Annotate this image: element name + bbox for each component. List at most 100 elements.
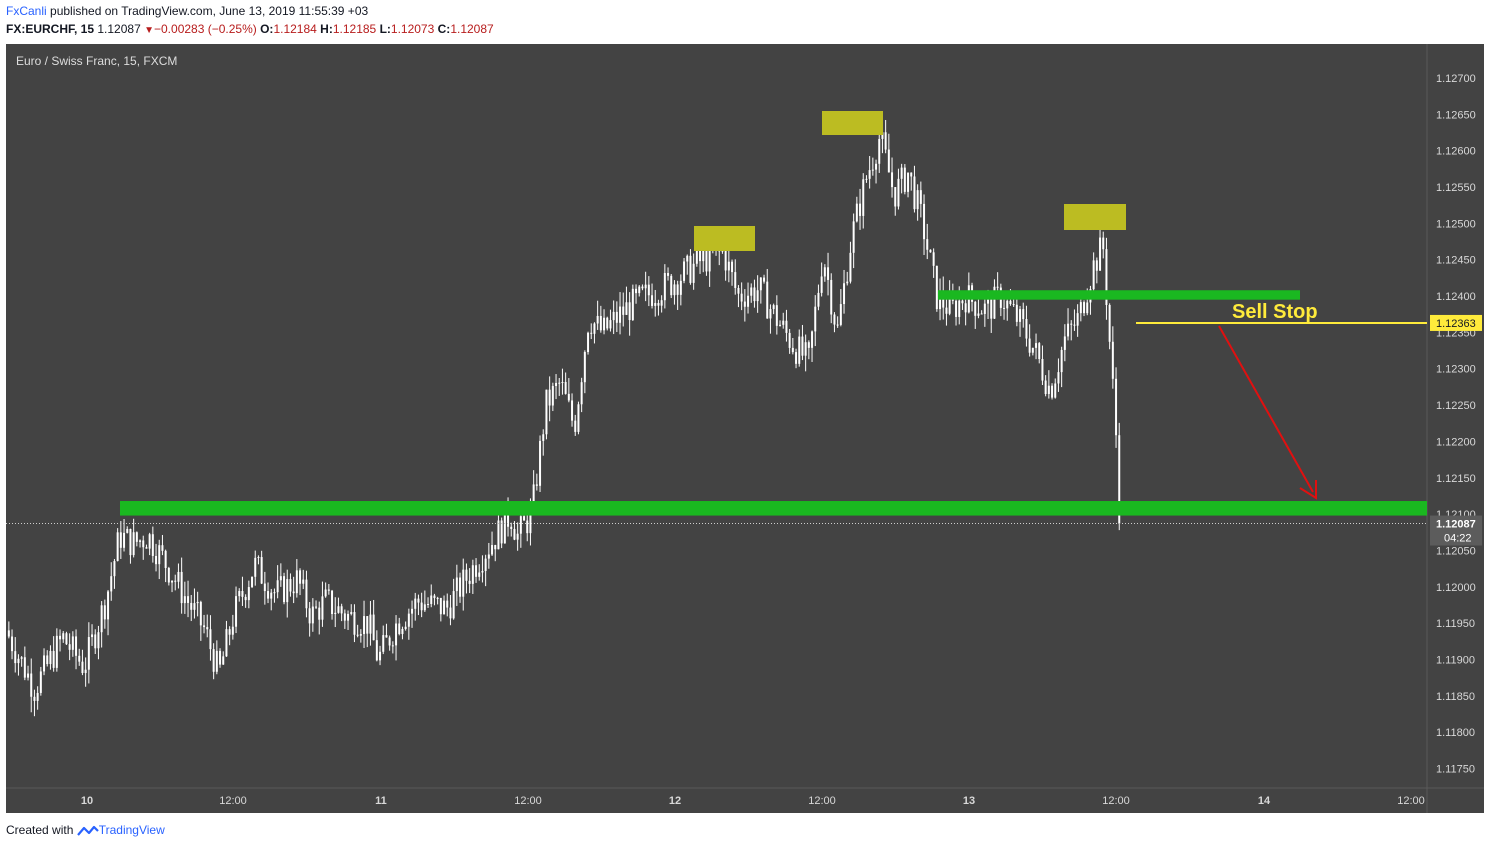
candle-body bbox=[631, 288, 634, 321]
author-link[interactable]: FxCanli bbox=[6, 4, 47, 18]
y-tick-label: 1.11800 bbox=[1436, 727, 1475, 739]
low-value: 1.12073 bbox=[390, 22, 435, 36]
candle-body bbox=[100, 605, 103, 633]
x-tick-label: 12:00 bbox=[808, 795, 836, 807]
created-with-text: Created with bbox=[6, 823, 74, 837]
candle-body bbox=[398, 623, 401, 635]
bar-countdown: 04:22 bbox=[1444, 533, 1472, 545]
candle-body bbox=[923, 203, 926, 240]
candle-body bbox=[721, 250, 724, 252]
candle-body bbox=[1067, 323, 1070, 337]
candle-body bbox=[238, 591, 241, 597]
candle-body bbox=[177, 571, 180, 582]
candle-body bbox=[379, 651, 382, 661]
candle-body bbox=[708, 243, 711, 272]
left-peak-marker[interactable] bbox=[694, 226, 755, 251]
candle-body bbox=[385, 635, 388, 638]
candle-body bbox=[321, 596, 324, 620]
candle-body bbox=[423, 604, 426, 611]
candle-body bbox=[526, 520, 529, 534]
candle-body bbox=[913, 176, 916, 210]
candle-body bbox=[81, 661, 84, 674]
candle-body bbox=[734, 272, 737, 288]
candle-body bbox=[139, 540, 142, 542]
candle-body bbox=[1099, 237, 1102, 271]
candle-body bbox=[891, 172, 894, 188]
candle-body bbox=[532, 484, 535, 508]
candle-body bbox=[382, 635, 385, 652]
candle-body bbox=[244, 596, 247, 601]
candle-body bbox=[436, 597, 439, 599]
y-tick-label: 1.12700 bbox=[1436, 73, 1476, 85]
candle-body bbox=[231, 626, 234, 635]
candle-body bbox=[1076, 313, 1079, 326]
candle-body bbox=[78, 655, 81, 662]
resistance-zone[interactable] bbox=[938, 290, 1300, 300]
candle-body bbox=[523, 516, 526, 521]
candle-body bbox=[129, 528, 132, 556]
price-axis[interactable] bbox=[1427, 44, 1484, 813]
candle-body bbox=[420, 602, 423, 611]
candle-body bbox=[369, 614, 372, 634]
candle-body bbox=[660, 300, 663, 306]
candle-body bbox=[686, 255, 689, 262]
candle-body bbox=[366, 616, 369, 634]
candle-body bbox=[548, 389, 551, 406]
candle-body bbox=[142, 540, 145, 548]
candle-body bbox=[119, 532, 122, 548]
candle-body bbox=[644, 284, 647, 289]
candle-body bbox=[1063, 336, 1066, 350]
candle-body bbox=[196, 601, 199, 604]
y-tick-label: 1.12550 bbox=[1436, 182, 1476, 194]
candle-body bbox=[468, 580, 471, 584]
candle-body bbox=[388, 637, 391, 646]
candle-body bbox=[663, 273, 666, 301]
candle-body bbox=[417, 598, 420, 603]
candle-body bbox=[174, 580, 177, 582]
candle-body bbox=[683, 261, 686, 281]
tradingview-link[interactable]: TradingView bbox=[98, 823, 165, 837]
candle-body bbox=[868, 170, 871, 179]
plot-background bbox=[6, 44, 1427, 813]
candle-body bbox=[747, 295, 750, 307]
candle-body bbox=[404, 626, 407, 629]
candle-body bbox=[846, 281, 849, 284]
x-tick-label: 12:00 bbox=[514, 795, 542, 807]
down-triangle-icon: ▼ bbox=[144, 25, 154, 36]
candle-body bbox=[635, 288, 638, 294]
candle-body bbox=[113, 561, 116, 577]
candle-body bbox=[87, 637, 90, 670]
support-zone[interactable] bbox=[120, 501, 1427, 516]
left-shoulder-marker[interactable] bbox=[822, 111, 883, 135]
candle-body bbox=[705, 250, 708, 272]
candle-body bbox=[590, 332, 593, 334]
right-shoulder-marker[interactable] bbox=[1064, 204, 1126, 230]
candle-body bbox=[411, 608, 414, 614]
candle-body bbox=[289, 579, 292, 592]
candle-body bbox=[788, 332, 791, 348]
open-label: O: bbox=[260, 22, 274, 36]
candle-body bbox=[839, 304, 842, 325]
candle-body bbox=[1060, 349, 1063, 373]
time-axis[interactable] bbox=[6, 788, 1427, 813]
candle-body bbox=[126, 528, 129, 533]
candle-body bbox=[273, 592, 276, 594]
candle-body bbox=[254, 557, 257, 577]
candle-body bbox=[782, 320, 785, 325]
candle-body bbox=[375, 640, 378, 661]
candle-body bbox=[993, 286, 996, 319]
candle-body bbox=[750, 287, 753, 296]
candle-body bbox=[132, 532, 135, 556]
candle-body bbox=[651, 295, 654, 306]
candle-body bbox=[462, 569, 465, 597]
candle-body bbox=[183, 596, 186, 604]
candle-body bbox=[929, 249, 932, 253]
candle-body bbox=[151, 534, 154, 556]
candle-body bbox=[36, 692, 39, 701]
candle-body bbox=[110, 576, 113, 592]
candle-body bbox=[1086, 302, 1089, 314]
candle-body bbox=[871, 169, 874, 171]
candle-body bbox=[39, 671, 42, 693]
candle-body bbox=[775, 305, 778, 326]
